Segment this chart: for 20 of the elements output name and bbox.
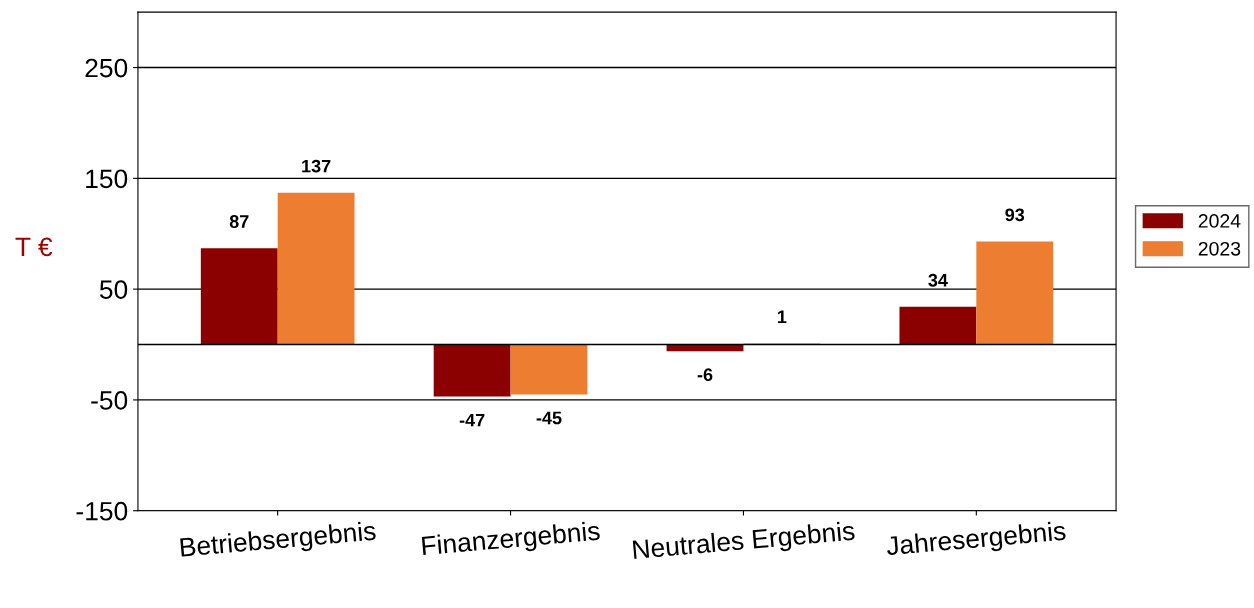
- legend-label: 2024: [1198, 214, 1241, 228]
- data-label: 34: [928, 273, 948, 287]
- data-label: 93: [1005, 208, 1025, 222]
- data-label: -45: [536, 411, 562, 425]
- y-tick-label: 50: [99, 280, 128, 299]
- data-label: -6: [697, 368, 713, 382]
- x-tick-label: Jahresergebnis: [885, 520, 1067, 561]
- y-axis-title: T €: [15, 237, 53, 257]
- y-tick-label: -50: [91, 391, 128, 410]
- y-tick-label: 250: [85, 58, 128, 78]
- legend-label: 2023: [1198, 241, 1241, 256]
- x-tick-label: Betriebsergebnis: [180, 520, 377, 563]
- y-tick-label: -150: [76, 501, 128, 521]
- data-label: 137: [302, 159, 331, 173]
- x-tick-label: Neutrales Ergebnis: [632, 520, 856, 565]
- x-tick-label: Finanzergebnis: [421, 520, 601, 561]
- y-tick-label: 150: [86, 169, 128, 189]
- data-label: -47: [459, 413, 485, 427]
- data-label: 87: [229, 215, 249, 228]
- data-label: 1: [777, 310, 787, 324]
